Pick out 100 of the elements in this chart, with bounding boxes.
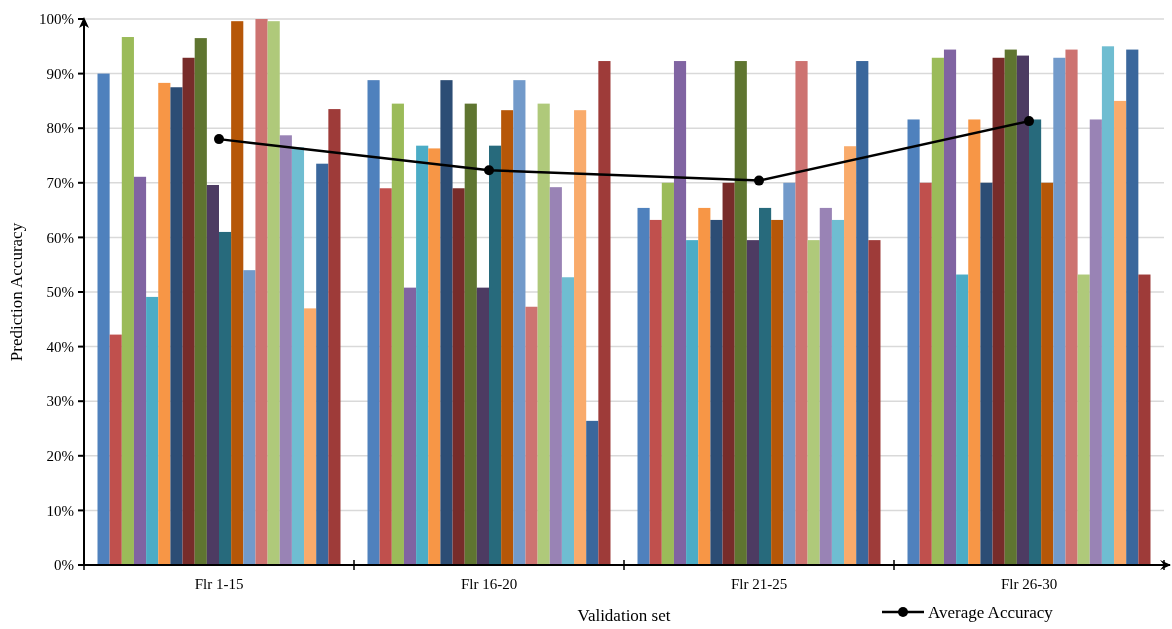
x-axis-title: Validation set — [577, 606, 671, 625]
y-tick-label: 80% — [46, 120, 74, 137]
bar — [686, 240, 699, 565]
y-tick-label: 20% — [46, 448, 74, 465]
bar — [97, 73, 110, 565]
bar — [722, 182, 735, 565]
bar — [919, 182, 932, 565]
bar — [661, 182, 674, 565]
bar — [956, 274, 969, 565]
bar — [464, 103, 477, 565]
y-tick-label: 100% — [39, 11, 74, 28]
bar — [819, 207, 832, 565]
x-tick-label: Flr 26-30 — [1000, 576, 1058, 592]
bar — [1101, 46, 1115, 565]
bar — [1004, 49, 1017, 565]
bar — [476, 287, 489, 565]
bar — [943, 49, 957, 565]
bar — [206, 184, 219, 565]
bar — [133, 176, 147, 565]
bar — [291, 147, 305, 565]
bar — [586, 420, 599, 565]
bar — [194, 38, 207, 565]
x-tick-label: Flr 21-25 — [730, 576, 788, 592]
bar — [1029, 119, 1042, 565]
bar — [440, 80, 453, 565]
bar — [182, 57, 195, 565]
bar — [170, 87, 183, 565]
y-tick-label: 0% — [54, 557, 74, 574]
bar — [452, 188, 465, 565]
bar — [783, 182, 796, 565]
bar — [649, 219, 662, 565]
bar — [316, 163, 329, 565]
bar — [598, 61, 611, 565]
bar — [513, 80, 526, 565]
bar — [1114, 100, 1127, 565]
point — [214, 134, 224, 145]
bar — [968, 119, 981, 565]
y-tick-label: 30% — [46, 393, 74, 410]
bar — [1126, 49, 1139, 565]
bar — [844, 146, 857, 565]
bar — [304, 308, 317, 565]
bar — [710, 219, 723, 565]
x-tick-label: Flr 16-20 — [460, 576, 518, 592]
bar — [795, 61, 808, 565]
bar — [1053, 57, 1066, 565]
point — [484, 165, 494, 176]
bar — [279, 135, 292, 565]
bar — [807, 240, 820, 565]
legend-label: Average Accuracy — [928, 602, 1054, 622]
bar — [158, 82, 171, 565]
bar — [428, 148, 441, 565]
bar — [1065, 49, 1078, 565]
bar — [637, 207, 650, 565]
bar — [1016, 55, 1029, 565]
bar — [109, 334, 122, 565]
point — [754, 175, 764, 186]
bar — [868, 240, 881, 565]
bar — [907, 119, 920, 565]
y-axis-title: Prediction Accuracy — [7, 222, 26, 362]
bar — [673, 61, 687, 565]
bar — [121, 37, 134, 565]
bar — [219, 231, 232, 565]
bar — [698, 207, 711, 565]
y-tick-label: 40% — [46, 338, 74, 355]
y-tick-label: 50% — [46, 284, 74, 301]
bar — [734, 61, 747, 565]
bar — [367, 80, 380, 565]
y-tick-label: 10% — [46, 502, 74, 519]
bar — [1041, 182, 1054, 565]
bar — [416, 145, 429, 565]
bar — [489, 145, 502, 565]
bar — [746, 240, 759, 565]
bar — [255, 19, 268, 565]
bar — [1077, 274, 1090, 565]
bar — [391, 103, 404, 565]
bar — [328, 109, 341, 565]
bar — [537, 103, 550, 565]
bar — [931, 57, 944, 565]
bar — [1138, 274, 1151, 565]
bar — [403, 287, 417, 565]
point — [1024, 116, 1034, 127]
bar — [501, 110, 514, 565]
y-tick-label: 70% — [46, 175, 74, 192]
bar — [856, 61, 869, 565]
bar — [992, 57, 1005, 565]
bar — [243, 270, 256, 565]
bar — [574, 110, 587, 565]
bar — [771, 219, 784, 565]
x-tick-label: Flr 1-15 — [194, 576, 244, 592]
bar — [267, 21, 280, 565]
bar — [231, 21, 244, 565]
bar — [146, 296, 159, 565]
bar — [379, 188, 392, 565]
bar — [831, 219, 845, 565]
bar — [549, 187, 562, 565]
y-tick-label: 90% — [46, 65, 74, 82]
bar — [561, 277, 575, 565]
bar — [980, 182, 993, 565]
y-tick-label: 60% — [46, 229, 74, 246]
bar — [759, 207, 772, 565]
